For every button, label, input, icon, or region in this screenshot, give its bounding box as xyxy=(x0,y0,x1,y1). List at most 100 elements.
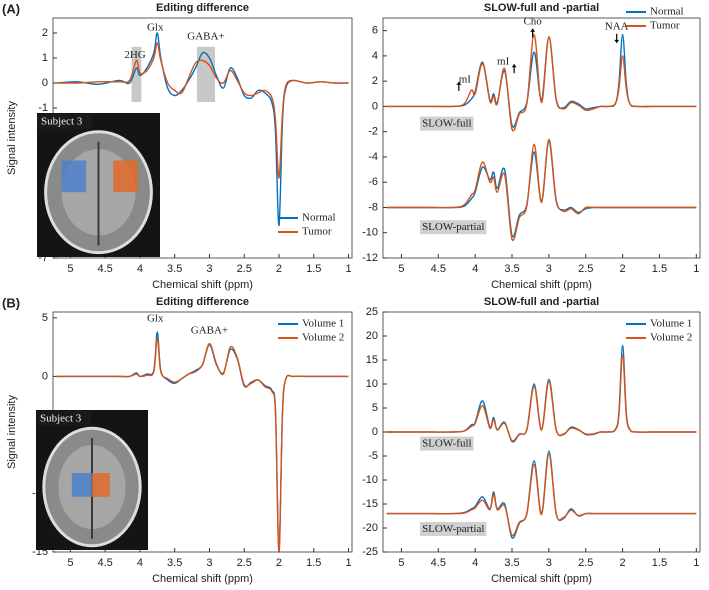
y-tick-label: 15 xyxy=(366,354,378,366)
x-tick-label: 2 xyxy=(276,263,282,275)
x-tick-label: 4.5 xyxy=(98,557,113,569)
x-tick-label: 3 xyxy=(206,263,212,275)
y-tick-label: 5 xyxy=(372,402,378,414)
x-tick-label: 1 xyxy=(345,263,351,275)
x-axis-label: Chemical shift (ppm) xyxy=(152,573,253,585)
y-tick-label: 0 xyxy=(372,426,378,438)
y-tick-label: -10 xyxy=(362,227,378,239)
x-tick-label: 3.5 xyxy=(504,557,519,569)
y-tick-label: 6 xyxy=(372,25,378,37)
x-tick-label: 4.5 xyxy=(431,263,446,275)
x-tick-label: 3.5 xyxy=(167,263,182,275)
peak-label: Cho xyxy=(523,15,542,27)
y-tick-label: -6 xyxy=(368,176,378,188)
x-tick-label: 2.5 xyxy=(578,263,593,275)
x-tick-label: 5 xyxy=(67,557,73,569)
x-tick-label: 3 xyxy=(546,263,552,275)
y-tick-label: -25 xyxy=(362,546,378,558)
x-tick-label: 1 xyxy=(693,263,699,275)
y-tick-label: -12 xyxy=(362,252,378,264)
y-tick-label: 1 xyxy=(42,52,48,64)
y-tick-label: 10 xyxy=(366,378,378,390)
inset-label-bg xyxy=(37,411,91,426)
x-tick-label: 3 xyxy=(546,557,552,569)
voxel-normal xyxy=(61,160,87,193)
spectrum-line xyxy=(386,138,697,242)
x-tick-label: 5 xyxy=(67,263,73,275)
label-box xyxy=(420,521,487,536)
y-tick-label: -20 xyxy=(362,522,378,534)
box-label: SLOW-full xyxy=(422,118,472,130)
x-tick-label: 4.5 xyxy=(431,557,446,569)
x-tick-label: 2.5 xyxy=(237,557,252,569)
legend-label: Volume 2 xyxy=(650,332,692,344)
x-axis-label: Chemical shift (ppm) xyxy=(152,279,253,291)
y-tick-label: -8 xyxy=(368,201,378,213)
x-tick-label: 4.5 xyxy=(98,263,113,275)
voxel-1 xyxy=(71,473,92,497)
x-axis-label: Chemical shift (ppm) xyxy=(491,279,592,291)
legend-label: Tumor xyxy=(302,226,332,238)
x-axis-label: Chemical shift (ppm) xyxy=(491,573,592,585)
x-tick-label: 4 xyxy=(472,557,478,569)
x-tick-label: 2.5 xyxy=(237,263,252,275)
axes-frame xyxy=(382,311,701,553)
label-box xyxy=(420,220,487,235)
chart-title: SLOW-full and -partial xyxy=(484,2,599,14)
x-tick-label: 2 xyxy=(620,557,626,569)
box-label: SLOW-full xyxy=(422,438,472,450)
peak-label: NAA xyxy=(605,20,629,32)
spectrum-line xyxy=(386,453,697,537)
label-box xyxy=(420,436,474,451)
x-tick-label: 1.5 xyxy=(652,263,667,275)
arrow-head xyxy=(456,81,462,85)
spectrum-line xyxy=(386,354,697,442)
peak-label: mI xyxy=(459,73,472,85)
y-tick-label: -10 xyxy=(362,474,378,486)
box-label: SLOW-partial xyxy=(422,523,484,535)
arrow-head xyxy=(530,28,536,32)
x-tick-label: 4 xyxy=(137,263,143,275)
inset-label: Subject 3 xyxy=(40,413,82,425)
x-tick-label: 1 xyxy=(693,557,699,569)
y-tick-label: 0 xyxy=(42,370,48,382)
y-tick-label: 2 xyxy=(42,27,48,39)
voxel-2 xyxy=(92,473,110,497)
legend-label: Volume 2 xyxy=(302,332,344,344)
x-tick-label: 1 xyxy=(345,557,351,569)
highlight-region xyxy=(196,46,216,102)
x-tick-label: 4 xyxy=(137,557,143,569)
arrow-head xyxy=(614,39,620,43)
legend-label: Normal xyxy=(302,212,336,224)
y-tick-label: -4 xyxy=(368,151,378,163)
legend-label: Volume 1 xyxy=(650,318,692,330)
chart-title: Editing difference xyxy=(156,296,249,308)
y-tick-label: 20 xyxy=(366,330,378,342)
y-tick-label: 4 xyxy=(372,50,378,62)
panel-label: (A) xyxy=(2,1,20,16)
x-tick-label: 2 xyxy=(620,263,626,275)
peak-label: GABA+ xyxy=(187,30,224,42)
spectrum-line xyxy=(56,337,349,553)
y-tick-label: 0 xyxy=(42,77,48,89)
spectrum-line xyxy=(386,33,697,132)
highlight-region xyxy=(131,46,142,102)
axes-frame xyxy=(382,17,701,259)
panel-label: (B) xyxy=(2,295,20,310)
x-tick-label: 2 xyxy=(276,557,282,569)
spectrum-line xyxy=(56,42,349,179)
peak-label: GABA+ xyxy=(191,324,228,336)
peak-label: 2HG xyxy=(124,49,145,61)
y-tick-label: -15 xyxy=(362,498,378,510)
peak-label: mI xyxy=(497,56,510,68)
x-tick-label: 3 xyxy=(206,557,212,569)
legend-label: Tumor xyxy=(650,20,680,32)
y-tick-label: -5 xyxy=(368,450,378,462)
voxel-tumor xyxy=(113,160,138,193)
x-tick-label: 5 xyxy=(398,263,404,275)
box-label: SLOW-partial xyxy=(422,221,484,233)
x-tick-label: 2.5 xyxy=(578,557,593,569)
legend-label: Volume 1 xyxy=(302,318,344,330)
peak-label: Glx xyxy=(147,313,164,325)
